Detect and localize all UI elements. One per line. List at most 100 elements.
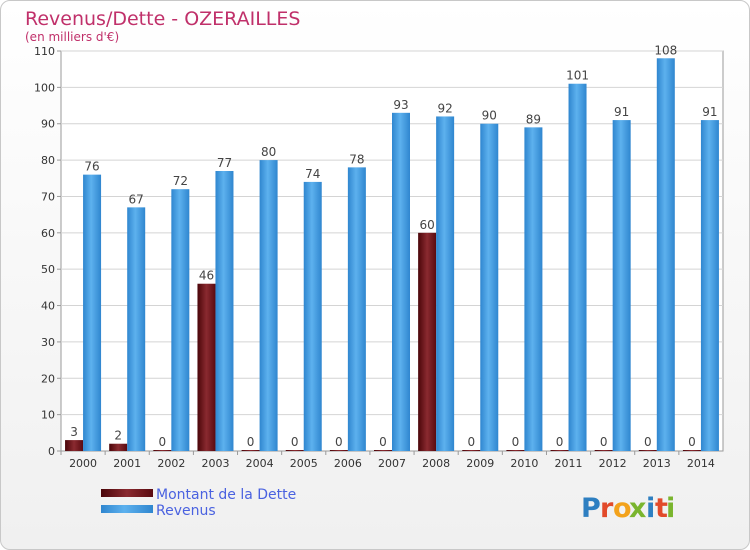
bar-dette bbox=[65, 440, 84, 451]
data-label-revenus: 101 bbox=[566, 69, 589, 83]
bar-revenus bbox=[612, 120, 631, 451]
y-tick-label: 100 bbox=[34, 81, 55, 94]
bar-revenus bbox=[259, 160, 278, 451]
bar-revenus bbox=[171, 189, 190, 451]
bar-revenus bbox=[568, 83, 587, 452]
data-label-dette: 0 bbox=[556, 435, 564, 449]
x-tick-label: 2007 bbox=[378, 457, 406, 470]
bar-dette bbox=[638, 450, 657, 451]
y-tick-label: 60 bbox=[41, 227, 55, 240]
data-label-revenus: 78 bbox=[349, 152, 364, 166]
y-tick-label: 70 bbox=[41, 190, 55, 203]
data-label-dette: 0 bbox=[467, 435, 475, 449]
data-label-revenus: 72 bbox=[173, 174, 188, 188]
proxiti-logo-letter: o bbox=[613, 493, 632, 524]
data-label-dette: 0 bbox=[688, 435, 696, 449]
data-label-revenus: 80 bbox=[261, 145, 276, 159]
x-tick-label: 2012 bbox=[599, 457, 627, 470]
bar-dette bbox=[153, 450, 172, 451]
data-label-revenus: 89 bbox=[526, 112, 541, 126]
data-label-dette: 46 bbox=[199, 269, 214, 283]
chart-title: Revenus/Dette - OZERAILLES bbox=[25, 8, 300, 30]
data-label-dette: 0 bbox=[291, 435, 299, 449]
legend-swatch-debt bbox=[101, 489, 153, 497]
data-label-dette: 0 bbox=[159, 435, 167, 449]
x-tick-label: 2002 bbox=[157, 457, 185, 470]
bar-dette bbox=[550, 450, 569, 451]
x-tick-label: 2010 bbox=[510, 457, 538, 470]
bar-dette bbox=[594, 450, 613, 451]
data-label-revenus: 108 bbox=[654, 43, 677, 57]
proxiti-logo-letter: t bbox=[655, 493, 668, 524]
data-label-revenus: 93 bbox=[393, 98, 408, 112]
bar-revenus bbox=[700, 120, 719, 451]
x-tick-label: 2000 bbox=[69, 457, 97, 470]
x-tick-label: 2011 bbox=[555, 457, 583, 470]
x-tick-label: 2008 bbox=[422, 457, 450, 470]
proxiti-logo-letter: x bbox=[629, 493, 646, 524]
data-label-dette: 3 bbox=[70, 425, 78, 439]
bar-revenus bbox=[127, 207, 146, 451]
x-tick-label: 2003 bbox=[201, 457, 229, 470]
proxiti-logo-letter: i bbox=[666, 493, 675, 524]
x-tick-label: 2009 bbox=[466, 457, 494, 470]
proxiti-logo-letter: i bbox=[646, 493, 655, 524]
x-tick-label: 2001 bbox=[113, 457, 141, 470]
y-tick-label: 110 bbox=[34, 45, 55, 58]
y-tick-label: 20 bbox=[41, 372, 55, 385]
bar-dette bbox=[241, 450, 260, 451]
bar-revenus bbox=[303, 181, 322, 451]
bar-dette bbox=[374, 450, 392, 451]
bar-dette bbox=[285, 450, 304, 451]
bar-revenus bbox=[524, 127, 543, 451]
bar-dette bbox=[682, 450, 701, 451]
legend: Montant de la Dette Revenus bbox=[101, 487, 296, 519]
y-tick-label: 90 bbox=[41, 118, 55, 131]
data-label-revenus: 74 bbox=[305, 167, 320, 181]
legend-label-debt: Montant de la Dette bbox=[156, 487, 296, 503]
bar-dette bbox=[506, 450, 525, 451]
y-tick-label: 0 bbox=[48, 445, 55, 458]
x-tick-label: 2014 bbox=[687, 457, 715, 470]
data-label-dette: 0 bbox=[379, 435, 387, 449]
bar-revenus bbox=[83, 174, 102, 452]
bar-dette bbox=[462, 450, 481, 451]
x-tick-label: 2005 bbox=[290, 457, 318, 470]
bar-dette bbox=[197, 283, 216, 451]
data-label-dette: 2 bbox=[114, 429, 122, 443]
data-label-revenus: 91 bbox=[702, 105, 717, 119]
y-tick-label: 10 bbox=[41, 409, 55, 422]
bars-layer bbox=[65, 58, 719, 452]
data-label-dette: 0 bbox=[644, 435, 652, 449]
x-tick-label: 2004 bbox=[246, 457, 274, 470]
legend-swatch-revenus bbox=[101, 505, 153, 513]
data-label-dette: 60 bbox=[419, 218, 434, 232]
labels-layer: 2000 3 76 2001 2 67 2002 0 72 2003 46 77 2004 0 80 2005… bbox=[69, 43, 718, 470]
bar-dette bbox=[418, 232, 437, 451]
legend-label-revenus: Revenus bbox=[156, 503, 216, 519]
data-label-revenus: 91 bbox=[614, 105, 629, 119]
y-tick-label: 30 bbox=[41, 336, 55, 349]
bar-revenus bbox=[480, 123, 499, 452]
bar-dette bbox=[329, 450, 348, 451]
bar-revenus bbox=[215, 171, 234, 451]
data-label-revenus: 67 bbox=[129, 192, 144, 206]
bar-revenus bbox=[347, 167, 366, 451]
data-label-dette: 0 bbox=[335, 435, 343, 449]
proxiti-logo-letter: r bbox=[600, 493, 614, 524]
data-label-revenus: 92 bbox=[437, 101, 452, 115]
y-tick-label: 80 bbox=[41, 154, 55, 167]
data-label-revenus: 76 bbox=[84, 160, 99, 174]
data-label-dette: 0 bbox=[512, 435, 520, 449]
x-tick-label: 2006 bbox=[334, 457, 362, 470]
bar-dette bbox=[109, 443, 128, 451]
data-label-revenus: 90 bbox=[482, 109, 497, 123]
bar-revenus bbox=[436, 116, 455, 452]
y-tick-label: 50 bbox=[41, 263, 55, 276]
x-tick-label: 2013 bbox=[643, 457, 671, 470]
y-tick-label: 40 bbox=[41, 300, 55, 313]
chart-subtitle: (en milliers d'€) bbox=[25, 30, 119, 44]
data-label-dette: 0 bbox=[600, 435, 608, 449]
